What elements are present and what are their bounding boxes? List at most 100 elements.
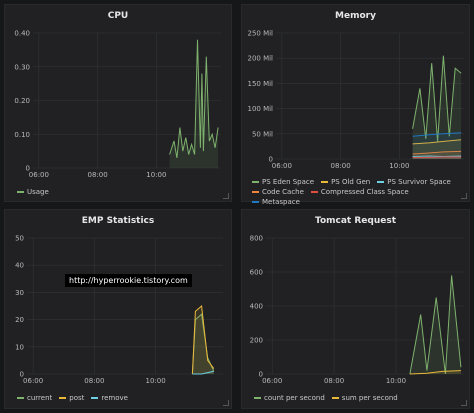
legend-label: PS Eden Space (262, 178, 315, 186)
series-area-post (192, 306, 214, 374)
series-line-compressed-class-space (412, 156, 462, 158)
legend-swatch (310, 191, 318, 193)
x-tick-label: 06:00 (262, 377, 282, 385)
series-line-ps-survivor-space (412, 155, 462, 158)
x-tick-label: 10:00 (146, 171, 166, 179)
legend-label: Code Cache (262, 188, 304, 196)
legend-swatch (252, 201, 259, 203)
series-line-metaspace (412, 132, 462, 137)
series-area-current (192, 314, 214, 374)
legend-item[interactable]: Code Cache (252, 187, 304, 197)
x-tick-label: 08:00 (324, 377, 344, 385)
emp-legend: current post remove (17, 393, 227, 403)
memory-chart: 0 50 Mil 100 Mil 150 Mil 200 Mil 250 Mil 06:00… (247, 30, 464, 170)
resize-handle[interactable] (461, 400, 467, 406)
legend-swatch (17, 191, 24, 193)
legend-swatch (331, 397, 339, 399)
y-tick-label: 50 Mil (252, 130, 273, 138)
tomcat-legend: count per second sum per second (254, 393, 464, 403)
legend-label: Metaspace (262, 198, 300, 206)
legend-label: PS Old Gen (331, 178, 371, 186)
series-line-count-per-second (409, 275, 462, 375)
legend-swatch (252, 181, 259, 183)
legend-item[interactable]: Compressed Class Space (310, 187, 409, 197)
resize-handle[interactable] (461, 193, 467, 199)
legend-label: count per second (264, 394, 325, 402)
legend-item[interactable]: remove (91, 393, 128, 403)
legend-item[interactable]: Metaspace (252, 197, 300, 207)
x-tick-label: 08:00 (88, 171, 108, 179)
legend-item[interactable]: PS Survivor Space (377, 177, 451, 187)
legend-label: PS Survivor Space (387, 178, 451, 186)
x-tick-label: 08:00 (84, 377, 104, 385)
legend-label: Compressed Class Space (320, 188, 409, 196)
y-tick-label: 50 (15, 235, 24, 243)
legend-swatch (17, 397, 24, 399)
cpu-panel: CPU 0 0.10 0.20 0.30 0.40 06:00 08:00 10:00 Usa… (4, 4, 232, 202)
legend-item[interactable]: sum per second (331, 393, 398, 403)
y-tick-label: 0.20 (14, 97, 30, 105)
y-tick-label: 0.30 (14, 63, 30, 71)
legend-item[interactable]: PS Old Gen (321, 177, 370, 187)
legend-label: Usage (27, 188, 49, 196)
series-line-ps-eden-space (412, 55, 462, 142)
y-tick-label: 0 (259, 371, 263, 379)
legend-item[interactable]: PS Eden Space (252, 177, 314, 187)
y-tick-label: 0 (20, 371, 24, 379)
y-tick-label: 150 Mil (247, 80, 273, 88)
x-tick-label: 10:00 (386, 377, 406, 385)
tomcat-request-panel: Tomcat Request 0 200 400 600 800 06:00 08:00 10… (241, 209, 470, 409)
x-tick-label: 06:00 (29, 171, 49, 179)
y-tick-label: 400 (250, 303, 263, 311)
legend-item[interactable]: post (59, 393, 84, 403)
y-tick-label: 200 Mil (247, 55, 273, 63)
y-tick-label: 20 (15, 316, 24, 324)
memory-legend: PS Eden Space PS Old Gen PS Survivor Space… (252, 177, 467, 207)
series-line-post (191, 304, 215, 375)
legend-swatch (254, 397, 261, 399)
x-tick-label: 06:00 (23, 377, 43, 385)
y-tick-label: 200 (250, 337, 263, 345)
watermark: http://hyperrookie.tistory.com (65, 274, 192, 287)
resize-handle[interactable] (223, 193, 229, 199)
x-tick-label: 10:00 (146, 377, 166, 385)
panel-title[interactable]: CPU (107, 11, 129, 21)
memory-panel: Memory 0 50 Mil 100 Mil 150 Mil 200 Mil 250 M… (241, 4, 470, 206)
y-tick-label: 0.10 (14, 131, 30, 139)
series-area-usage (169, 39, 219, 168)
series-area-count-per-second (409, 275, 461, 374)
series-line-usage (169, 39, 219, 158)
panel-title[interactable]: Memory (335, 11, 376, 21)
cpu-chart: 0 0.10 0.20 0.30 0.40 06:00 08:00 10:00 (14, 30, 221, 179)
y-tick-label: 0 (26, 165, 30, 173)
legend-item[interactable]: current (17, 393, 52, 403)
series-line-code-cache (412, 150, 462, 155)
x-tick-label: 08:00 (331, 162, 351, 170)
x-tick-label: 06:00 (272, 162, 292, 170)
legend-item[interactable]: count per second (254, 393, 325, 403)
resize-handle[interactable] (223, 400, 229, 406)
legend-swatch (91, 397, 99, 399)
series-line-ps-old-gen (412, 139, 462, 145)
panel-title[interactable]: EMP Statistics (81, 216, 155, 226)
y-tick-label: 100 Mil (247, 105, 273, 113)
legend-item[interactable]: Usage (17, 187, 49, 197)
series-area-remove (192, 371, 214, 374)
panel-title[interactable]: Tomcat Request (315, 216, 396, 226)
emp-statistics-panel: EMP Statistics 0 10 20 30 40 50 06:00 08:00 10:0… (4, 209, 232, 409)
legend-label: current (27, 394, 53, 402)
legend-label: remove (101, 394, 128, 402)
tomcat-chart: 0 200 400 600 800 06:00 08:00 10:00 (250, 235, 464, 385)
series-line-sum-per-second (409, 370, 461, 375)
y-tick-label: 0 (269, 156, 273, 164)
y-tick-label: 800 (250, 235, 263, 243)
legend-swatch (252, 191, 259, 193)
series-area-metaspace (412, 132, 462, 159)
y-tick-label: 30 (15, 289, 24, 297)
legend-label: sum per second (341, 394, 398, 402)
emp-chart: 0 10 20 30 40 50 06:00 08:00 10:00 (15, 235, 223, 385)
y-tick-label: 10 (15, 343, 24, 351)
series-area-ps-old-gen (412, 139, 462, 159)
y-tick-label: 0.40 (14, 30, 30, 38)
x-tick-label: 10:00 (389, 162, 409, 170)
